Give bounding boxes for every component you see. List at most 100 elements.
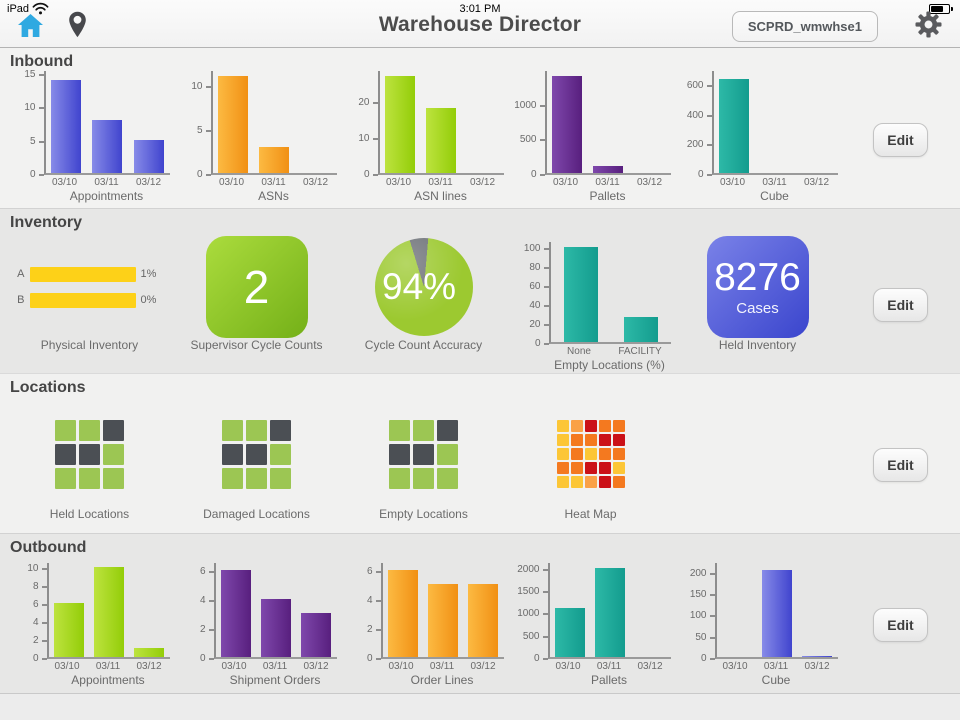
bar xyxy=(594,567,625,657)
y-tick-label: 0 xyxy=(697,169,704,180)
y-tick-label: 600 xyxy=(686,79,704,91)
grid-cell xyxy=(598,420,611,432)
chart-label: ASNs xyxy=(258,189,289,203)
grid-cell xyxy=(246,419,267,441)
y-tick-label: 4 xyxy=(199,594,206,606)
y-tick-label: 6 xyxy=(199,565,206,577)
x-tick-label: 03/10 xyxy=(221,661,247,672)
grid-cell xyxy=(556,448,569,460)
location-pin-icon[interactable] xyxy=(68,11,87,43)
bar xyxy=(554,607,585,657)
bar xyxy=(387,569,418,657)
widget-label: Physical Inventory xyxy=(40,338,139,352)
section-title-inbound: Inbound xyxy=(10,53,74,70)
grid-cell xyxy=(55,467,76,489)
chart-label: Pallets xyxy=(589,189,626,203)
chart-label: Order Lines xyxy=(410,673,474,687)
x-tick-label: 03/12 xyxy=(803,177,830,188)
held-locations-widget[interactable]: Held Locations xyxy=(6,397,173,533)
status-bar: iPad 3:01 PM xyxy=(0,0,960,18)
grid-cell xyxy=(612,434,625,446)
x-tick-label: 03/11 xyxy=(596,661,622,672)
grid-cell xyxy=(55,443,76,465)
y-tick-label: 0 xyxy=(363,169,370,180)
bar xyxy=(593,166,624,173)
y-tick-label: 2 xyxy=(366,623,373,635)
clock: 3:01 PM xyxy=(459,3,501,15)
grid-cell xyxy=(389,467,410,489)
bar xyxy=(259,146,290,173)
chart-label: Shipment Orders xyxy=(229,673,321,687)
x-tick-label: 03/12 xyxy=(136,661,162,672)
supervisor-cycle-counts-tile[interactable]: 2 xyxy=(205,236,308,338)
x-tick-label: 03/12 xyxy=(469,177,496,188)
chart-label: Empty Locations (%) xyxy=(554,358,665,372)
bar xyxy=(385,76,416,173)
grid-cell xyxy=(584,448,597,460)
grid-cell xyxy=(437,467,458,489)
grid-cell xyxy=(55,419,76,441)
grid-cell xyxy=(584,476,597,488)
bar xyxy=(623,317,658,342)
x-tick-label: None xyxy=(567,346,591,357)
x-tick-label: 03/10 xyxy=(385,177,412,188)
chart-asn-lines: 0 10 20 03/10 03/11 03/12 ASN lines xyxy=(344,71,504,203)
y-tick-label: 6 xyxy=(366,565,373,577)
y-tick-label: 500 xyxy=(519,134,537,146)
chart-appointments: 0 2 4 6 8 10 03/10 03/11 03/12 Appointments xyxy=(10,563,170,687)
y-tick-label: 50 xyxy=(695,631,707,643)
top-bar: iPad 3:01 PM Warehouse Dire xyxy=(0,0,960,48)
x-tick-label: 03/10 xyxy=(218,177,245,188)
grid-cell xyxy=(598,476,611,488)
chart-appointments: 0 5 10 15 03/10 03/11 03/12 Appointments xyxy=(10,70,170,203)
x-tick-label: 03/11 xyxy=(595,177,620,188)
y-tick-label: 0 xyxy=(366,653,373,664)
x-tick-label: 03/12 xyxy=(636,177,663,188)
chart-empty-locations: 0 20 40 60 80 100 None FACILITY Empty Location… xyxy=(511,242,671,372)
bar xyxy=(761,569,792,657)
physical-inventory-row-a: A 1% xyxy=(17,266,157,282)
grid-cell xyxy=(437,419,458,441)
chart-label: Cube xyxy=(760,189,789,203)
y-tick-label: 150 xyxy=(689,589,707,600)
y-tick-label: 400 xyxy=(686,109,704,121)
y-tick-label: 0 xyxy=(700,653,707,664)
grid-cell xyxy=(389,443,410,465)
y-tick-label: 4 xyxy=(366,594,373,606)
bar xyxy=(426,108,457,173)
grid-cell xyxy=(612,448,625,460)
damaged-locations-widget[interactable]: Damaged Locations xyxy=(173,397,340,533)
grid-cell xyxy=(612,476,625,488)
y-tick-label: 20 xyxy=(529,318,541,330)
locations-section: Locations Held Locations Damaged Locatio… xyxy=(0,373,960,533)
gear-icon[interactable] xyxy=(915,11,942,43)
y-tick-label: 0 xyxy=(534,338,541,349)
section-title-inventory: Inventory xyxy=(10,214,83,231)
y-tick-label: 6 xyxy=(32,599,39,611)
held-inventory-tile[interactable]: 8276 Cases xyxy=(706,236,809,338)
empty-locations-widget[interactable]: Empty Locations xyxy=(340,397,507,533)
y-tick-label: 80 xyxy=(529,261,541,273)
x-tick-label: 03/10 xyxy=(388,661,414,672)
y-tick-label: 0 xyxy=(530,169,537,180)
x-tick-label: 03/12 xyxy=(804,661,830,672)
warehouse-selector-button[interactable]: SCPRD_wmwhse1 xyxy=(731,11,878,42)
locations-edit-button[interactable]: Edit xyxy=(873,448,928,482)
outbound-edit-button[interactable]: Edit xyxy=(873,608,928,642)
y-tick-label: 0 xyxy=(533,653,540,664)
home-icon[interactable] xyxy=(17,13,44,43)
grid-cell xyxy=(570,434,583,446)
inventory-edit-button[interactable]: Edit xyxy=(873,288,928,322)
chart-pallets: 0 500 1000 03/10 03/11 03/12 Pallets xyxy=(511,71,671,203)
bar xyxy=(93,567,124,657)
grid-cell xyxy=(598,462,611,474)
grid-cell xyxy=(413,443,434,465)
bar xyxy=(802,655,833,657)
heat-map-widget[interactable]: Heat Map xyxy=(507,397,674,533)
bar xyxy=(260,598,291,657)
x-tick-label: 03/11 xyxy=(95,661,121,672)
chart-asns: 0 5 10 03/10 03/11 03/12 ASNs xyxy=(177,71,337,203)
bar xyxy=(220,569,251,657)
inbound-edit-button[interactable]: Edit xyxy=(873,123,928,157)
grid-cell xyxy=(103,419,124,441)
